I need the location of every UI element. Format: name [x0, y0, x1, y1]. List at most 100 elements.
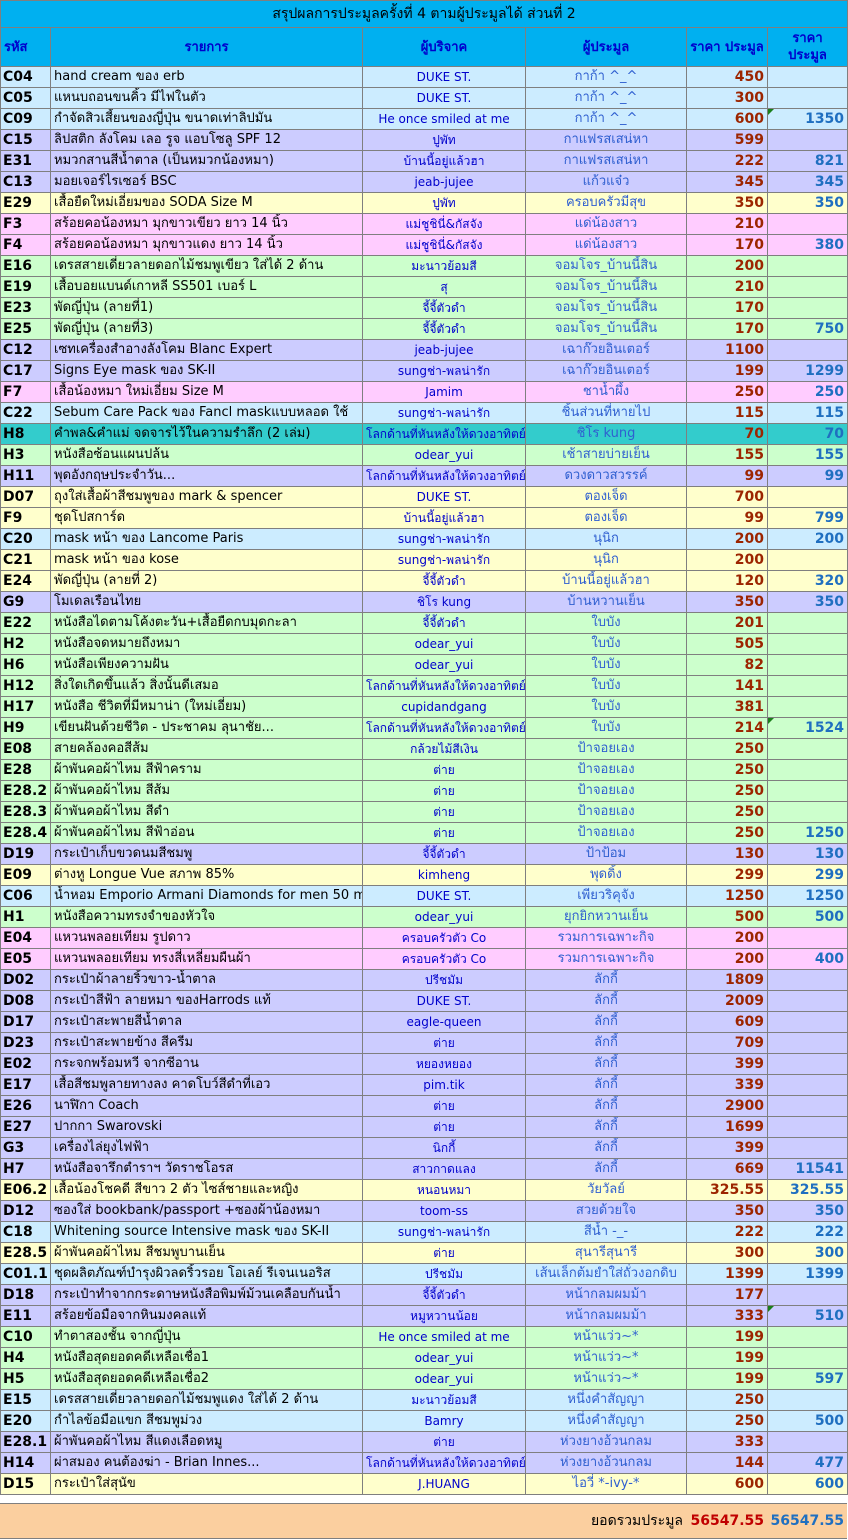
cell-total	[766, 801, 848, 823]
cell-item: สร้อยคอน้องหมา มุกขาวแดง ยาว 14 นิ้ว	[50, 234, 363, 256]
cell-item: หนังสือความทรงจำของหัวใจ	[50, 906, 363, 928]
cell-item: พัดญี่ปุ่น (ลายที่1)	[50, 297, 363, 319]
cell-price: 200	[686, 528, 768, 550]
cell-winner: ลักกี้	[525, 1032, 687, 1054]
cell-item: สายคล้องคอสีส้ม	[50, 738, 363, 760]
table-row: C09 กำจัดสิวเสี้ยนของญี่ปุ่น ขนาดเท่าลิปม…	[0, 108, 848, 130]
cell-donor: มะนาวย้อมสี	[362, 1389, 526, 1411]
cell-donor: cupidandgang	[362, 696, 526, 718]
cell-winner: นุนิก	[525, 549, 687, 571]
cell-winner: ชิโร kung	[525, 423, 687, 445]
cell-price: 700	[686, 486, 768, 508]
sheet-title: สรุปผลการประมูลครั้งที่ 4 ตามผู้ประมูลได…	[0, 0, 848, 28]
cell-price: 250	[686, 381, 768, 403]
cell-code: C09	[0, 108, 51, 130]
cell-item: กระเป๋าทำจากกระดาษหนังสือพิมพ์ม้วนเคลือบ…	[50, 1284, 363, 1306]
title-row: สรุปผลการประมูลครั้งที่ 4 ตามผู้ประมูลได…	[0, 0, 848, 28]
cell-item: สิ่งใดเกิดขึ้นแล้ว สิ่งนั้นดีเสมอ	[50, 675, 363, 697]
cell-donor: ปูพัท	[362, 129, 526, 151]
table-row: D07 ถุงใส่เสื้อผ้าสีชมพูของ mark & spence…	[0, 486, 848, 508]
cell-winner: ลักกี้	[525, 1011, 687, 1033]
cell-price: 600	[686, 108, 768, 130]
table-row: E28 ผ้าพันคอผ้าไหม สีฟ้าคราม ต่าย ป้าจอยเอง…	[0, 759, 848, 781]
table-row: D23 กระเป๋าสะพายข้าง สีครีม ต่าย ลักกี้ 709	[0, 1032, 848, 1054]
cell-code: C18	[0, 1221, 51, 1243]
cell-total: 500	[766, 906, 848, 928]
table-row: E25 พัดญี่ปุ่น (ลายที่3) จี้จี้ตัวดำ จอมโจร…	[0, 318, 848, 340]
cell-total	[766, 1074, 848, 1096]
cell-code: H12	[0, 675, 51, 697]
cell-code: G9	[0, 591, 51, 613]
cell-total	[766, 780, 848, 802]
cell-price: 2900	[686, 1095, 768, 1117]
cell-code: H8	[0, 423, 51, 445]
table-row: E31 หมวกสานสีน้ำตาล (เป็นหมวกน้องหมา) บ้าน…	[0, 150, 848, 172]
cell-total: 200	[766, 528, 848, 550]
cell-item: ชุดโปสการ์ด	[50, 507, 363, 529]
cell-total	[766, 1326, 848, 1348]
cell-donor: โลกด้านที่หันหลังให้ดวงอาทิตย์	[362, 423, 526, 445]
cell-winner: ป้าจอยเอง	[525, 801, 687, 823]
header-item: รายการ	[50, 27, 363, 67]
cell-donor: eagle-queen	[362, 1011, 526, 1033]
summary-table: ยอดรวมประมูล 56547.55 56547.55	[0, 1503, 847, 1539]
cell-donor: He once smiled at me	[362, 108, 526, 130]
cell-price: 170	[686, 297, 768, 319]
cell-code: E08	[0, 738, 51, 760]
cell-donor: กล้วยไม้สีเงิน	[362, 738, 526, 760]
cell-code: F7	[0, 381, 51, 403]
cell-total: 250	[766, 381, 848, 403]
cell-donor: แม่ชูชินี่&กัสจัง	[362, 234, 526, 256]
cell-price: 350	[686, 192, 768, 214]
cell-item: mask หน้า ของ Lancome Paris	[50, 528, 363, 550]
cell-price: 201	[686, 612, 768, 634]
table-row: G3 เครื่องไล่ยุงไฟฟ้า นิกกี้ ลักกี้ 399	[0, 1137, 848, 1159]
table-row: H8 คำพล&คำแม่ จดจารไว้ในความรำลึก (2 เล่ม…	[0, 423, 848, 445]
cell-price: 300	[686, 1242, 768, 1264]
cell-donor: odear_yui	[362, 633, 526, 655]
cell-price: 1250	[686, 885, 768, 907]
summary-label: ยอดรวมประมูล	[0, 1503, 686, 1539]
cell-winner: ป้าจอยเอง	[525, 780, 687, 802]
cell-item: กระเป๋าเก็บขวดนมสีชมพู	[50, 843, 363, 865]
cell-winner: ไอวี่ *-ivy-*	[525, 1473, 687, 1495]
cell-donor: ครอบครัวตัว Co	[362, 927, 526, 949]
cell-item: มอยเจอร์ไรเซอร์ BSC	[50, 171, 363, 193]
cell-code: H7	[0, 1158, 51, 1180]
cell-donor: ต่าย	[362, 822, 526, 844]
table-row: F3 สร้อยคอน้องหมา มุกขาวเขียว ยาว 14 นิ้ว…	[0, 213, 848, 235]
cell-winner: ครอบครัวมีสุข	[525, 192, 687, 214]
cell-price: 199	[686, 1326, 768, 1348]
cell-code: C05	[0, 87, 51, 109]
cell-code: H11	[0, 465, 51, 487]
cell-price: 381	[686, 696, 768, 718]
cell-code: E28.4	[0, 822, 51, 844]
cell-code: H5	[0, 1368, 51, 1390]
cell-total: 300	[766, 1242, 848, 1264]
cell-donor: sungช่า-พลน่ารัก	[362, 549, 526, 571]
cell-winner: รวมการเฉพาะกิจ	[525, 927, 687, 949]
cell-code: C06	[0, 885, 51, 907]
cell-price: 200	[686, 255, 768, 277]
cell-total	[766, 1137, 848, 1159]
cell-code: D07	[0, 486, 51, 508]
table-row: C06 น้ำหอม Emporio Armani Diamonds for me…	[0, 885, 848, 907]
cell-total: 799	[766, 507, 848, 529]
cell-code: E09	[0, 864, 51, 886]
cell-donor: He once smiled at me	[362, 1326, 526, 1348]
cell-winner: หนึ่งคำสัญญา	[525, 1410, 687, 1432]
table-row: E23 พัดญี่ปุ่น (ลายที่1) จี้จี้ตัวดำ จอมโจร…	[0, 297, 848, 319]
cell-item: หนังสือจดหมายถึงหมา	[50, 633, 363, 655]
cell-donor: sungช่า-พลน่ารัก	[362, 1221, 526, 1243]
cell-item: โมเดลเรือนไทย	[50, 591, 363, 613]
cell-total: 597	[766, 1368, 848, 1390]
header-row: รหัส รายการ ผู้บริจาค ผู้ประมูล ราคา ประ…	[0, 27, 848, 67]
cell-item: เสื้อน้องหมา ใหม่เอี่ยม Size M	[50, 381, 363, 403]
cell-code: F4	[0, 234, 51, 256]
table-row: C05 แหนบถอนขนคิ้ว มีไฟในตัว DUKE ST. กาก้า …	[0, 87, 848, 109]
cell-total: 130	[766, 843, 848, 865]
table-row: E19 เสื้อบอยแบนด์เกาหลี SS501 เบอร์ L สุ จอ…	[0, 276, 848, 298]
cell-total: 1399	[766, 1263, 848, 1285]
cell-code: C13	[0, 171, 51, 193]
cell-winner: ลักกี้	[525, 1116, 687, 1138]
